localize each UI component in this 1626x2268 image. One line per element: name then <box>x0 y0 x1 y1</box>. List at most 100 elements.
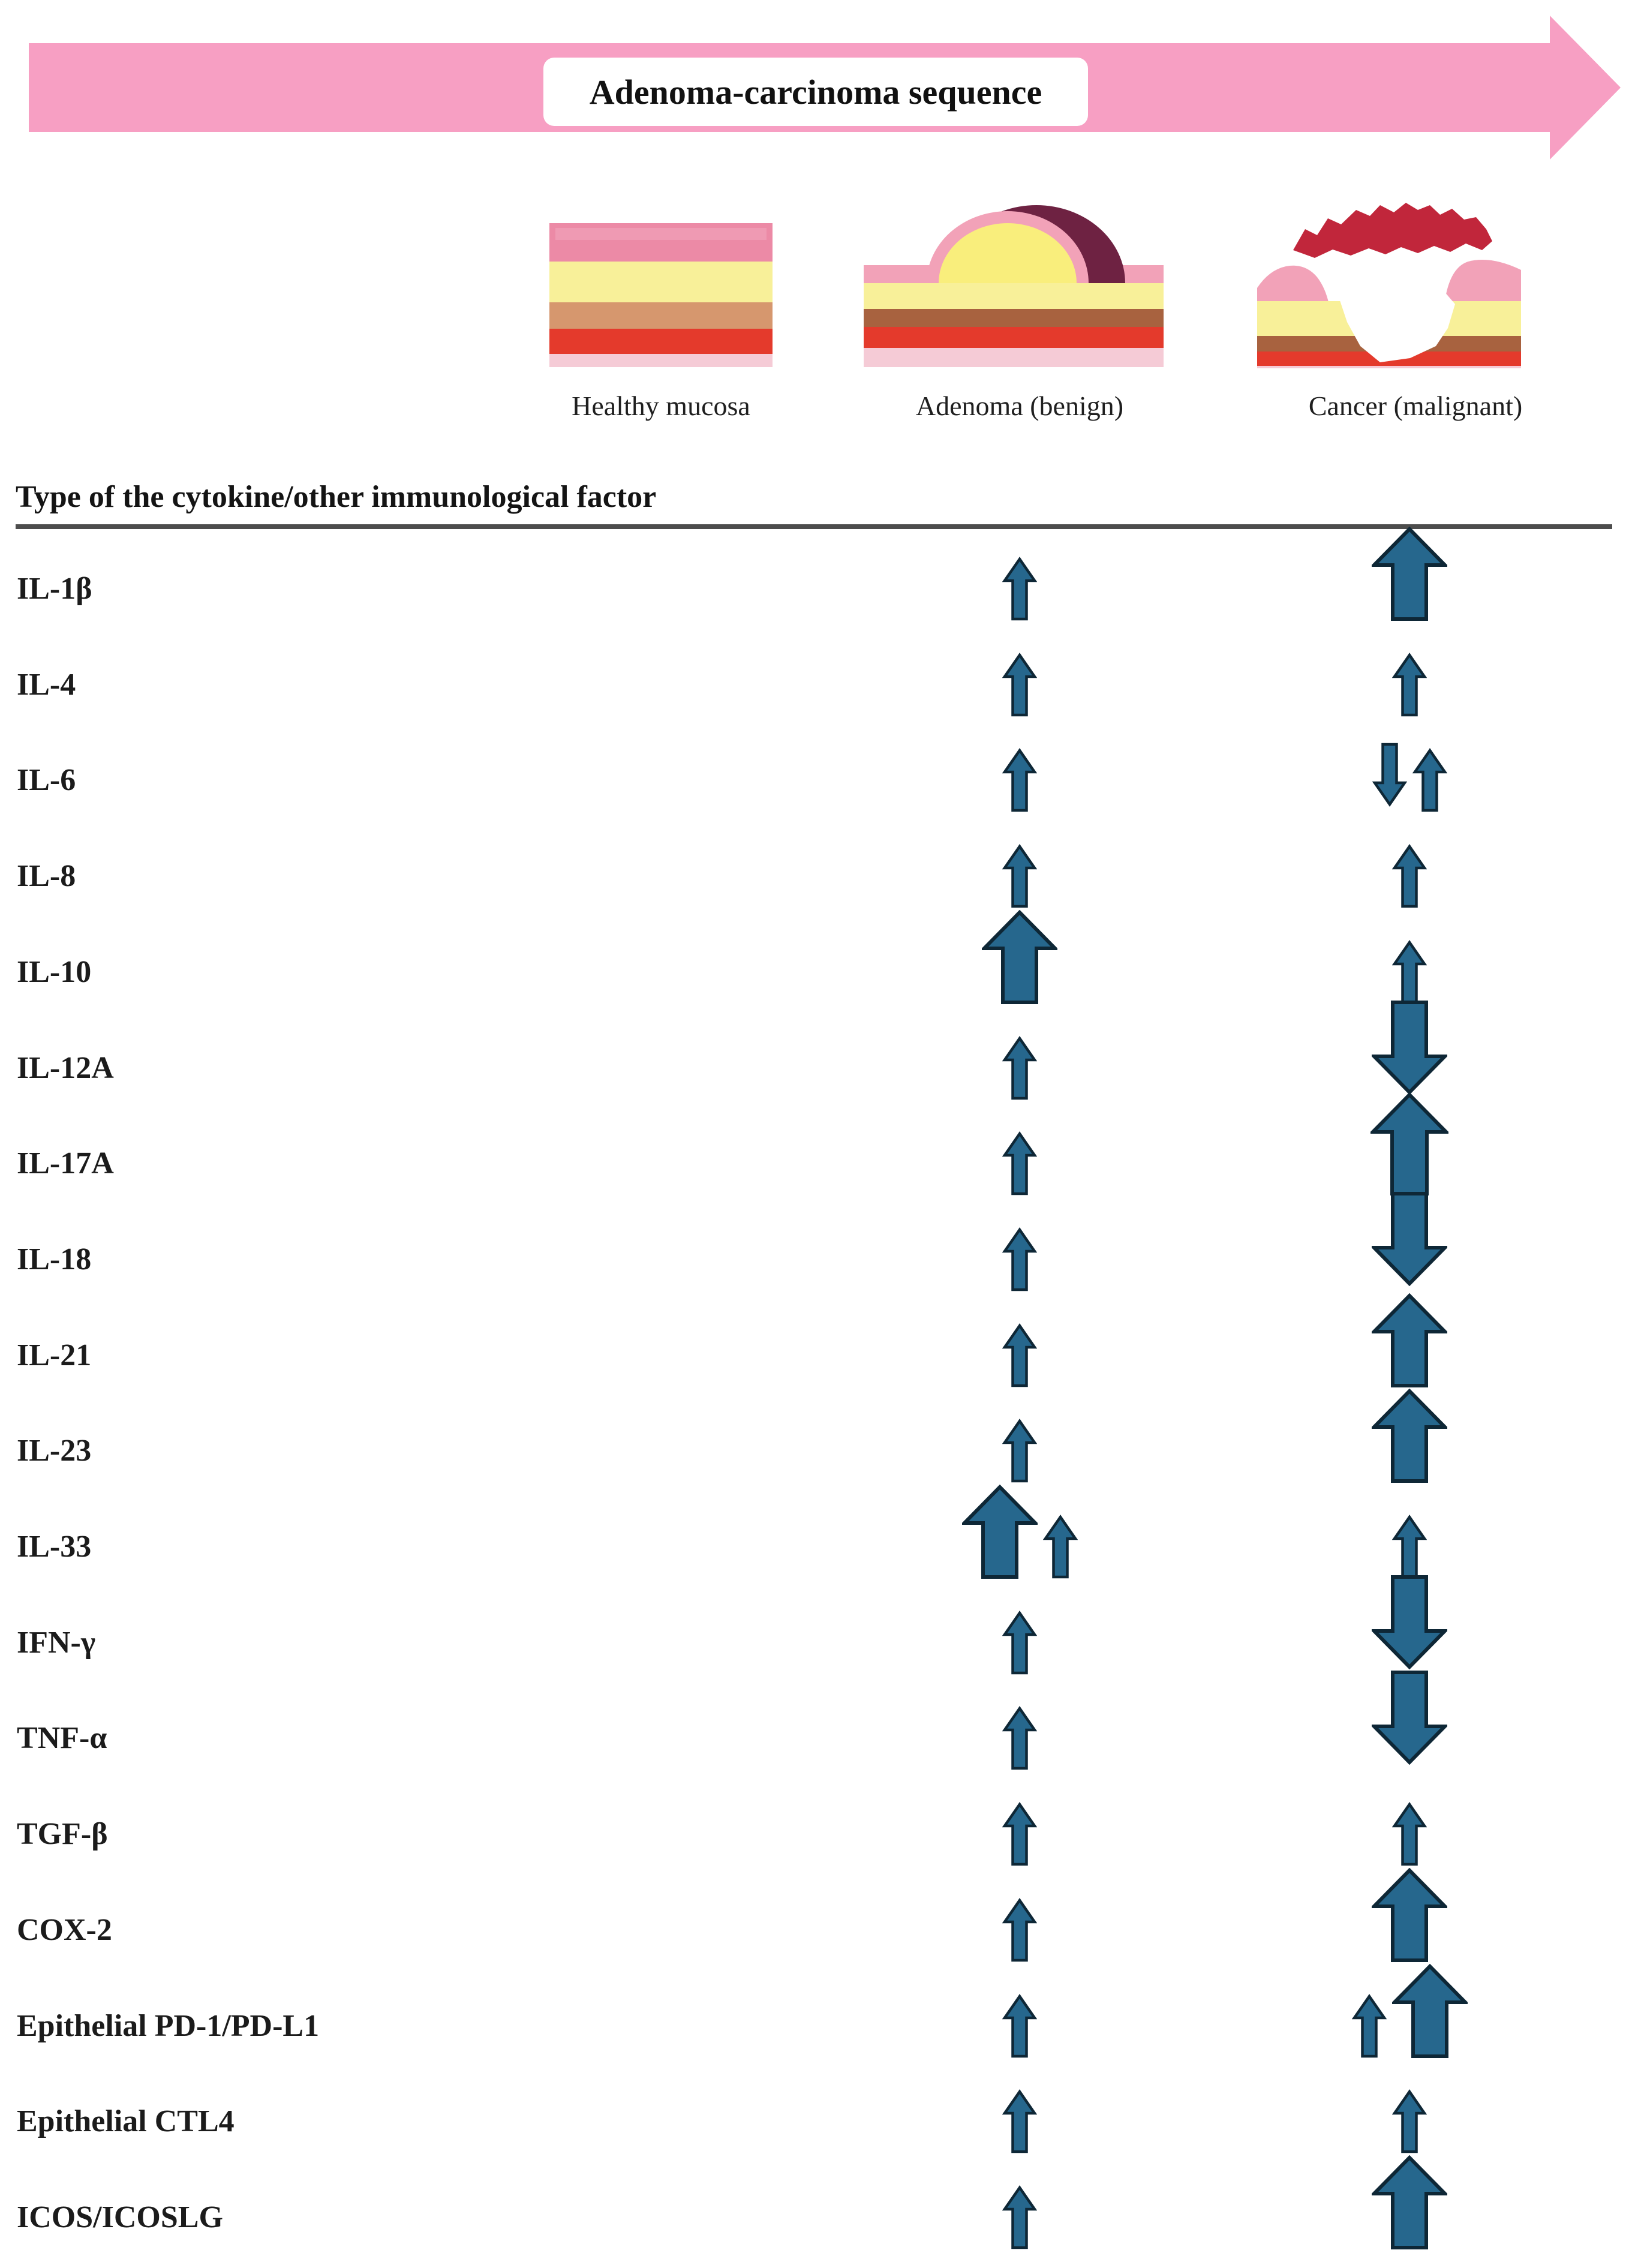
up-arrow-icon <box>1002 653 1037 717</box>
factor-label: Epithelial CTL4 <box>17 2104 235 2138</box>
factor-label: IL-21 <box>17 1338 92 1372</box>
up-arrow-icon <box>961 1485 1038 1579</box>
up-arrow-icon <box>1002 1131 1037 1195</box>
up-arrow-icon <box>1372 1293 1447 1387</box>
down-arrow-icon <box>1372 1001 1447 1095</box>
up-arrow-icon <box>1391 1964 1468 2058</box>
up-arrow-icon <box>1002 1036 1037 1100</box>
arrow-cell-cancer <box>1299 479 1520 621</box>
up-arrow-icon <box>1002 1706 1037 1770</box>
arrow-cell-cancer <box>1299 1821 1520 1963</box>
arrow-cell-adenoma <box>909 1341 1131 1483</box>
arrow-cell-adenoma <box>909 575 1131 717</box>
arrow-cell-cancer <box>1299 959 1520 1101</box>
arrow-cell-cancer <box>1299 671 1520 813</box>
factor-label: TGF-β <box>17 1816 108 1851</box>
down-arrow-icon <box>1372 1575 1447 1669</box>
arrow-cell-adenoma <box>909 479 1131 621</box>
factor-label: IL-17A <box>17 1146 114 1180</box>
up-arrow-icon <box>1372 1868 1447 1962</box>
factor-label: IL-18 <box>17 1242 92 1276</box>
up-arrow-icon <box>1392 844 1427 908</box>
up-arrow-icon <box>1002 1898 1037 1962</box>
factor-label: IL-8 <box>17 858 76 893</box>
arrow-cell-adenoma <box>909 1054 1131 1196</box>
arrow-cell-cancer <box>1299 1341 1520 1483</box>
arrow-cell-adenoma <box>909 1629 1131 1771</box>
factor-label: IL-6 <box>17 762 76 797</box>
up-arrow-icon <box>1002 1419 1037 1483</box>
up-arrow-icon <box>1392 2089 1427 2153</box>
factor-label: ICOS/ICOSLG <box>17 2200 223 2234</box>
factor-label: IL-1β <box>17 571 92 606</box>
arrow-cell-cancer <box>1299 1629 1520 1771</box>
arrow-cell-adenoma <box>909 2108 1131 2250</box>
arrow-cell-adenoma <box>909 1916 1131 2059</box>
stage-label-adenoma-benign: Adenoma (benign) <box>915 390 1124 421</box>
up-arrow-icon <box>982 910 1057 1004</box>
arrow-cell-adenoma <box>909 1821 1131 1963</box>
factor-label: IL-10 <box>17 954 92 989</box>
up-arrow-icon <box>1002 1323 1037 1387</box>
arrow-cell-adenoma <box>909 767 1131 909</box>
up-arrow-icon <box>1392 653 1427 717</box>
arrow-cell-cancer <box>1299 2012 1520 2154</box>
factor-label: Epithelial PD-1/PD-L1 <box>17 2008 320 2043</box>
sequence-title-box: Adenoma-carcinoma sequence <box>543 58 1088 126</box>
cancer-illustration <box>1257 203 1521 368</box>
arrow-cell-cancer <box>1299 2108 1520 2250</box>
up-arrow-icon <box>1002 748 1037 812</box>
arrow-cell-adenoma <box>909 2012 1131 2154</box>
down-arrow-icon <box>1372 1192 1447 1286</box>
up-arrow-icon <box>1002 1227 1037 1291</box>
up-arrow-icon <box>1002 1611 1037 1675</box>
arrow-cell-cancer <box>1299 1916 1520 2059</box>
up-arrow-icon <box>1372 527 1447 621</box>
factor-label: IL-33 <box>17 1529 92 1564</box>
up-arrow-icon <box>1351 1994 1387 2058</box>
factor-label: COX-2 <box>17 1912 112 1947</box>
arrow-cell-adenoma <box>909 1150 1131 1292</box>
table-header: Type of the cytokine/other immunological… <box>16 479 657 514</box>
arrow-cell-cancer <box>1299 1150 1520 1292</box>
arrow-cell-adenoma <box>909 1246 1131 1388</box>
arrow-cell-cancer <box>1299 1533 1520 1675</box>
up-arrow-icon <box>1002 844 1037 908</box>
factor-label: IL-4 <box>17 667 76 702</box>
factor-label: IL-12A <box>17 1050 114 1085</box>
arrow-cell-cancer <box>1299 767 1520 909</box>
up-arrow-icon <box>1002 557 1037 621</box>
down-arrow-icon <box>1372 1671 1447 1765</box>
adenoma-illustration <box>864 205 1164 367</box>
healthy-mucosa-illustration <box>549 223 773 367</box>
arrow-cell-cancer <box>1299 1725 1520 1867</box>
factor-label: TNF-α <box>17 1720 107 1755</box>
up-arrow-icon <box>1372 1389 1447 1483</box>
arrow-cell-adenoma <box>909 863 1131 1005</box>
factor-label: IFN-γ <box>17 1625 96 1660</box>
factor-label: IL-23 <box>17 1433 92 1468</box>
up-arrow-icon <box>1002 1802 1037 1866</box>
arrow-cell-cancer <box>1299 575 1520 717</box>
sequence-title: Adenoma-carcinoma sequence <box>589 72 1042 112</box>
arrow-cell-adenoma <box>909 671 1131 813</box>
tumor-crater-shape <box>1338 259 1455 362</box>
arrow-cell-adenoma <box>909 1725 1131 1867</box>
arrow-cell-cancer <box>1299 1246 1520 1388</box>
up-arrow-icon <box>1042 1515 1078 1579</box>
down-arrow-icon <box>1372 743 1407 807</box>
header-rule <box>16 524 1612 529</box>
up-arrow-icon <box>1412 748 1447 812</box>
up-arrow-icon <box>1372 2155 1447 2249</box>
arrow-cell-adenoma <box>909 1437 1131 1579</box>
stage-label-healthy-mucosa: Healthy mucosa <box>572 390 750 421</box>
up-arrow-icon <box>1002 1994 1037 2058</box>
up-arrow-icon <box>1002 2089 1037 2153</box>
tumor-crown-shape <box>1293 203 1492 258</box>
stage-label-cancer-malignant: Cancer (malignant) <box>1308 390 1523 421</box>
arrow-cell-adenoma <box>909 1533 1131 1675</box>
arrow-cell-adenoma <box>909 959 1131 1101</box>
up-arrow-icon <box>1002 2185 1037 2249</box>
up-arrow-icon <box>1392 1802 1427 1866</box>
